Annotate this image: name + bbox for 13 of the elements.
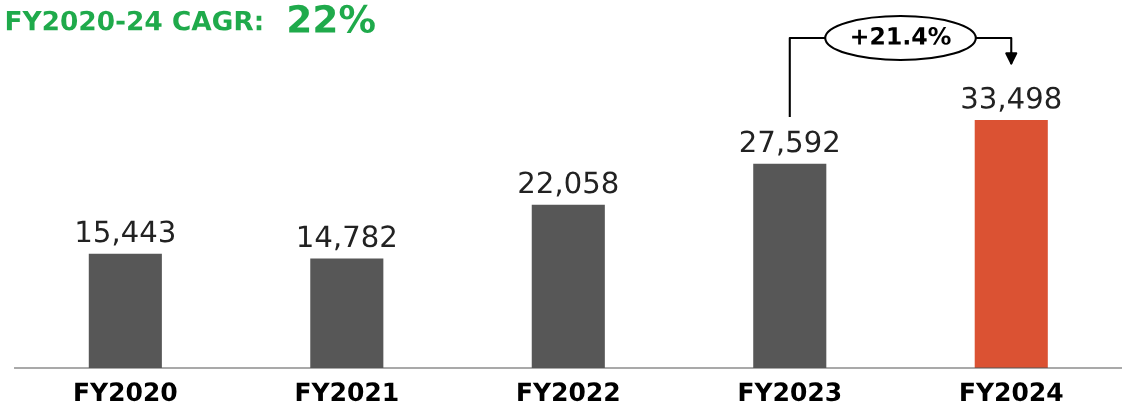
- text: +21.4%: [852, 26, 951, 45]
- x-tick-label: FY2024: [961, 382, 1063, 402]
- data-label: 14,782: [298, 225, 395, 251]
- x-tick-label: FY2023: [739, 382, 841, 402]
- x-tick-label: FY2020: [75, 382, 177, 402]
- data-label: 15,443: [77, 220, 175, 246]
- x-tick-label: FY2022: [518, 382, 619, 402]
- chart-title: FY2020-24 CAGR:: [6, 10, 262, 31]
- x-tick-label: FY2021: [296, 382, 398, 402]
- data-label: 33,498: [962, 86, 1061, 112]
- chart-subtitle: 22%: [289, 4, 375, 34]
- data-label: 27,592: [740, 130, 838, 156]
- data-label: 22,058: [519, 171, 618, 197]
